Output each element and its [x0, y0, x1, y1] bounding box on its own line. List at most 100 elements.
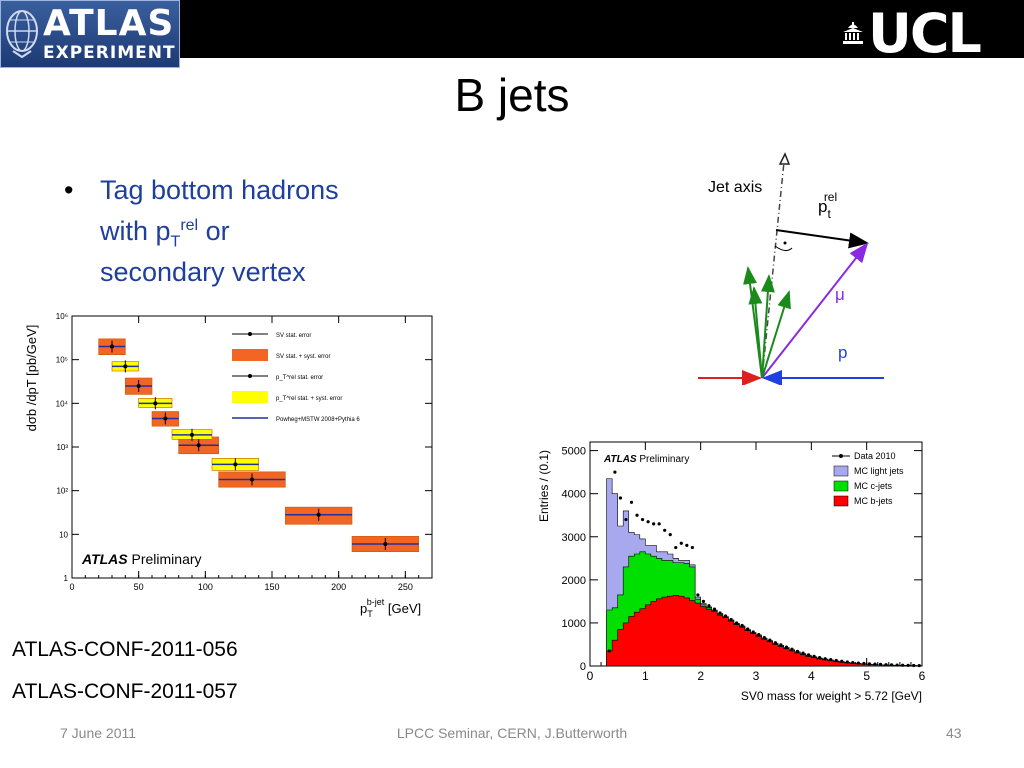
data-point	[878, 662, 883, 667]
histogram-fill	[601, 595, 923, 667]
data-point	[635, 513, 639, 517]
data-point	[751, 630, 755, 634]
legend-label: MC b-jets	[854, 496, 893, 506]
legend-label: SV stat. + syst. error	[276, 354, 331, 360]
footer-date: 7 June 2011	[60, 725, 137, 741]
data-point	[840, 659, 844, 663]
legend-label: SV stat. error	[276, 333, 311, 339]
x-tick-label: 100	[198, 582, 213, 592]
data-point	[250, 477, 254, 482]
ptrel-arrow	[775, 229, 869, 249]
data-point	[674, 545, 678, 550]
data-point	[696, 593, 700, 597]
data-point	[618, 496, 623, 500]
muon-label: μ	[835, 285, 845, 304]
x-tick-label: 1	[642, 669, 649, 683]
data-point	[190, 432, 194, 437]
y-axis-label: dσb /dpT [pb/GeV]	[24, 325, 39, 432]
y-tick-label: 1000	[562, 618, 586, 630]
y-tick-label: 10⁵	[56, 356, 68, 365]
legend-swatch	[232, 391, 268, 403]
y-tick-label: 3000	[562, 532, 586, 544]
jet-axis-label: Jet axis	[708, 179, 762, 196]
data-point	[663, 528, 667, 532]
y-tick-label: 4000	[562, 489, 586, 501]
legend-swatch	[833, 495, 849, 507]
legend-label: MC light jets	[854, 466, 904, 476]
data-point	[812, 654, 816, 658]
data-point	[779, 643, 783, 647]
legend-label: Powheg+MSTW 2008+Pythia 6	[276, 417, 360, 423]
data-point	[163, 416, 168, 421]
footer-center: LPCC Seminar, CERN, J.Butterworth	[396, 725, 628, 741]
legend-swatch	[833, 480, 849, 492]
data-point	[136, 383, 141, 388]
track-arrow-2	[760, 274, 775, 379]
slide-title: B jets	[454, 69, 570, 121]
x-tick-label: 0	[587, 669, 594, 683]
experiment-logo-text: EXPERIMENT	[43, 43, 176, 63]
jet-axis-line	[761, 161, 785, 379]
bullet-line-2-suffix: or	[198, 216, 230, 246]
track-arrow-3	[761, 290, 791, 379]
data-point	[912, 663, 916, 668]
x-tick-label: 3	[753, 669, 760, 683]
bullet-text: Tag bottom hadrons with pTrel or seconda…	[100, 170, 339, 293]
reference-1: ATLAS-CONF-2011-056	[12, 638, 238, 661]
data-point	[316, 512, 321, 517]
legend-label: Data 2010	[854, 451, 896, 461]
legend-swatch	[833, 465, 849, 477]
jet-axis-arrowhead	[778, 152, 791, 165]
data-point	[795, 649, 800, 653]
y-tick-label: 5000	[562, 446, 586, 458]
data-point	[801, 651, 805, 655]
data-point	[701, 599, 706, 603]
x-tick-label: 200	[331, 582, 346, 592]
ptrel-label: ptrel	[818, 190, 837, 221]
data-point	[834, 658, 838, 663]
data-point	[906, 663, 910, 667]
data-point	[657, 522, 661, 526]
legend-label: p_T^rel stat. + syst. error	[276, 396, 342, 402]
data-point	[613, 470, 617, 474]
data-point	[851, 660, 855, 665]
data-point	[640, 517, 645, 522]
data-point	[652, 522, 656, 526]
bullet-line-2-prefix: with p	[100, 216, 171, 246]
x-tick-label: 0	[69, 582, 74, 592]
y-tick-label: 10⁶	[56, 312, 68, 321]
data-point	[823, 657, 827, 661]
data-point	[768, 638, 772, 642]
data-point	[723, 614, 728, 618]
data-point	[729, 617, 733, 622]
footer-page-number: 43	[946, 725, 962, 741]
x-axis-label: SV0 mass for weight > 5.72 [GeV]	[741, 689, 922, 703]
data-point	[607, 649, 611, 653]
y-tick-label: 10	[59, 530, 68, 539]
legend-label: p_T^rel stat. error	[276, 375, 323, 381]
data-point	[679, 541, 683, 545]
legend-label: MC c-jets	[854, 481, 892, 491]
data-point	[862, 661, 866, 666]
data-point	[895, 663, 899, 667]
data-point	[712, 607, 717, 611]
data-point	[707, 604, 711, 608]
ptrel-vector-diagram: Jet axis ptrel μ p	[698, 152, 884, 385]
data-point	[829, 657, 833, 662]
data-point	[624, 517, 628, 522]
data-point	[901, 663, 905, 667]
data-point	[806, 653, 811, 657]
x-tick-label: 5	[863, 669, 870, 683]
sv0-mass-chart: 0 1 2 3 4 5 6 0 1000 2000 3000 4000 5000 Data 2010 MC…	[537, 441, 926, 703]
data-point	[740, 623, 744, 628]
y-tick-label: 10⁴	[56, 399, 69, 408]
y-axis-label: Entries / (0.1)	[537, 450, 551, 522]
data-point	[690, 545, 694, 550]
data-point	[629, 500, 634, 504]
data-point	[668, 533, 672, 537]
proton-label: p	[838, 343, 847, 362]
atlas-logo-text: ATLAS	[43, 3, 175, 44]
data-point	[685, 543, 689, 547]
bullet-line-1: Tag bottom hadrons	[100, 175, 339, 205]
atlas-preliminary-label: ATLAS Preliminary	[603, 454, 689, 465]
